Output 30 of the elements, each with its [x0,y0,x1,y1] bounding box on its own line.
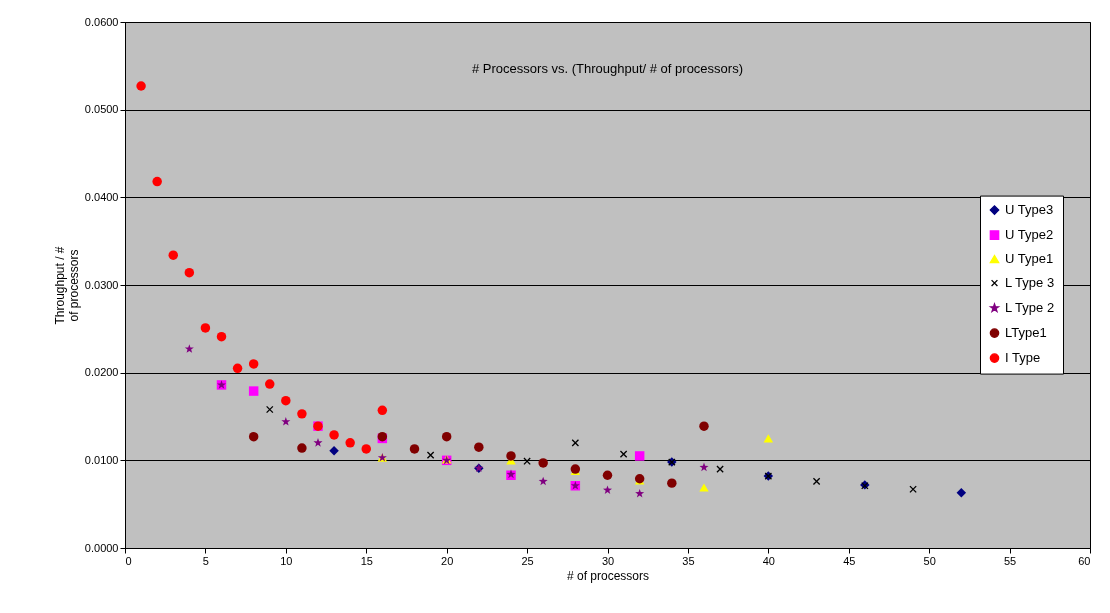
legend-label: LType1 [1005,325,1047,341]
y-tick-label: 0.0500 [84,103,119,116]
legend-label: U Type1 [1005,251,1054,267]
x-tick-label: 55 [1003,554,1017,567]
x-tick-label: 40 [762,554,775,567]
y-tick-label: 0.0300 [84,278,119,291]
x-tick-label: 20 [441,554,454,567]
x-tick-label: 60 [1078,554,1091,567]
x-tick-label: 30 [601,554,615,567]
x-tick-label: 0 [125,554,132,567]
x-tick-label: 10 [280,554,293,567]
y-tick-label: 0.0200 [84,366,119,379]
x-tick-label: 15 [360,554,373,567]
x-tick-label: 35 [682,554,695,567]
x-tick-label: 45 [843,554,856,567]
x-tick-label: 50 [923,554,936,567]
legend-label: U Type2 [1005,227,1054,243]
legend-label: L Type 3 [1005,275,1055,291]
x-axis-title: # of processors [566,568,650,583]
text: # Processors vs. (Throughput/ # of processors) [472,61,743,76]
y-tick-label: 0.0400 [84,190,119,203]
y-tick-label: 0.0000 [84,541,119,554]
legend-label: U Type3 [1005,202,1054,218]
y-tick-label: 0.0100 [84,453,119,466]
x-tick-label: 5 [202,554,209,567]
legend-label: I Type [1005,350,1041,366]
legend-label: L Type 2 [1005,300,1055,316]
y-axis-title: Throughput / # of processors [52,246,81,325]
x-tick-label: 25 [521,554,534,567]
y-tick-label: 0.0600 [84,15,119,28]
